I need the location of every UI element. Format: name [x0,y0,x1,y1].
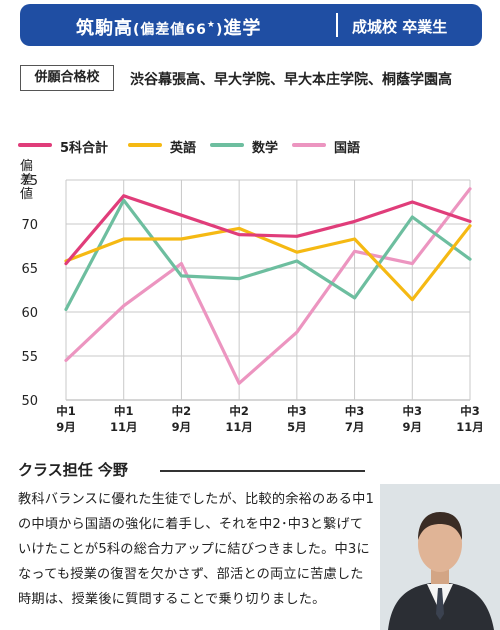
heigan-schools: 渋谷幕張高、早大学院、早大本庄学院、桐蔭学園高 [130,72,452,88]
y-axis-label: 偏差値 [20,159,34,202]
score-note: (偏差値66 [133,22,207,38]
series-line [64,187,472,385]
line-chart: 50 55 60 65 70 75 中1 9月 中1 11月 中2 9月 中2 11月 中3 5月 中3 7月 中3… [21,174,484,434]
x-tick-label: 9月 [56,420,76,434]
x-tick-label: 9月 [403,420,423,434]
x-tick-label: 中3 [403,404,423,418]
y-tick-label: 55 [21,350,38,365]
x-tick-label: 11月 [456,420,484,434]
school-name: 筑駒高 [76,18,133,39]
teacher-photo [380,484,500,630]
series-line [64,198,472,311]
x-tick-label: 中3 [287,404,307,418]
x-tick-label: 7月 [345,420,365,434]
title-banner: 筑駒高(偏差値66★)進学 成城校 卒業生 [20,4,482,46]
banner-suffix: 進学 [223,18,262,39]
x-tick-label: 中2 [229,404,249,418]
banner-divider [336,13,338,37]
y-tick-label: 65 [21,262,38,277]
banner-title: 筑駒高(偏差値66★)進学 [76,14,261,40]
comment-body: 教科バランスに優れた生徒でしたが、比較的余裕のある中1の中頃から国語の強化に着手… [18,492,375,607]
x-tick-label: 5月 [287,420,307,434]
score-mark: ★ [206,20,216,30]
legend-label-total: 5科合計 [60,141,109,156]
x-tick-label: 中3 [460,404,480,418]
graduate-from: 成城校 卒業生 [352,18,448,36]
x-tick-label: 11月 [225,420,253,434]
x-tick-label: 中2 [172,404,192,418]
legend-label-english: 英語 [170,141,197,156]
legend-swatch-total [18,143,52,147]
score-close: ) [215,22,224,38]
x-tick-label: 9月 [172,420,192,434]
heigan-label: 併願合格校 [20,65,114,91]
x-tick-label: 中1 [114,404,134,418]
legend-label-japanese: 国語 [334,141,361,156]
photo-face [418,516,462,572]
y-tick-label: 50 [21,394,38,409]
legend-label-math: 数学 [252,141,279,156]
x-tick-label: 11月 [110,420,138,434]
photo-hair [418,512,463,540]
comment-title-rule [160,470,365,472]
legend-swatch-math [210,143,244,147]
comment-title: クラス担任 今野 [18,461,128,479]
legend-swatch-japanese [292,143,326,147]
x-tick-label: 中3 [345,404,365,418]
y-tick-label: 60 [21,306,38,321]
y-tick-label: 70 [21,218,38,233]
series-line [64,194,472,266]
photo-tie [436,588,444,620]
legend-swatch-english [128,143,162,147]
x-tick-label: 中1 [56,404,76,418]
y-tick-label: 75 [21,174,38,189]
series-line [64,224,472,302]
